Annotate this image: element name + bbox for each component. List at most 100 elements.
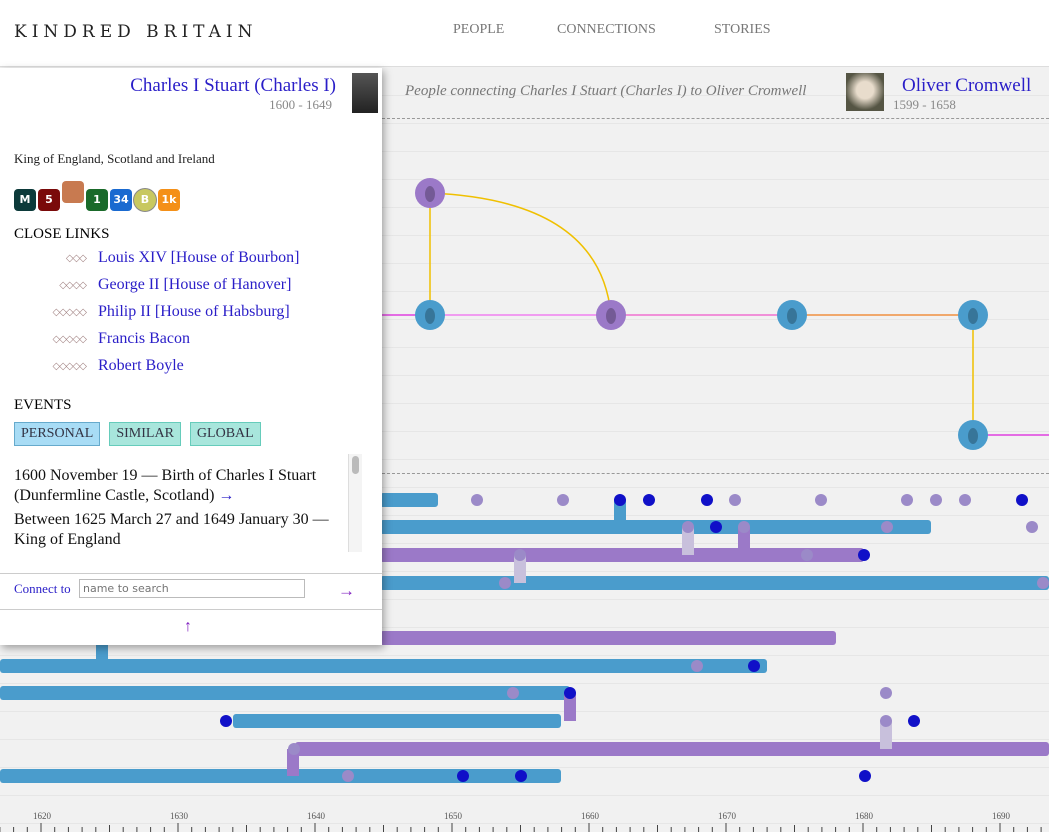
event-dot	[614, 494, 626, 506]
event-dot	[748, 660, 760, 672]
person-panel: Charles I Stuart (Charles I) 1600 - 1649…	[0, 68, 382, 645]
degree-icon: ◇◇◇◇◇	[52, 307, 87, 318]
nav-people[interactable]: PEOPLE	[453, 22, 505, 37]
person-node	[777, 300, 807, 330]
axis-label: 1660	[581, 811, 600, 821]
event-dot	[564, 687, 576, 699]
axis-label: 1690	[992, 811, 1011, 821]
event-dot	[881, 521, 893, 533]
event-dot	[471, 494, 483, 506]
path-caption: People connecting Charles I Stuart (Char…	[405, 83, 807, 99]
person-silhouette-icon	[425, 186, 435, 202]
degree-icon: ◇◇◇◇	[59, 280, 87, 291]
axis-label: 1670	[718, 811, 737, 821]
badge-5[interactable]: B	[134, 189, 156, 211]
event-item: 1600 November 19 — Birth of Charles I St…	[14, 466, 334, 506]
tab-global[interactable]: GLOBAL	[189, 422, 261, 446]
connect-go-button[interactable]: →	[338, 581, 355, 600]
event-dot	[1037, 577, 1049, 589]
lifespan-bar	[380, 520, 931, 534]
event-text: 1600 November 19 — Birth of Charles I St…	[14, 467, 317, 504]
axis-label: 1630	[170, 811, 189, 821]
logo[interactable]: KINDRED BRITAIN	[14, 22, 258, 42]
close-link-name[interactable]: Philip II [House of Habsburg]	[98, 303, 290, 320]
connector	[514, 555, 526, 583]
event-dot	[858, 549, 870, 561]
badge-3[interactable]: 1	[86, 189, 108, 211]
lifespan-bar	[0, 769, 561, 783]
to-person-name[interactable]: Oliver Cromwell	[902, 75, 1032, 96]
badge-0[interactable]: M	[14, 189, 36, 211]
axis-label: 1680	[855, 811, 874, 821]
event-dot	[901, 494, 913, 506]
close-link-name[interactable]: Louis XIV [House of Bourbon]	[98, 249, 300, 266]
event-dot	[959, 494, 971, 506]
event-dot	[499, 577, 511, 589]
person-node	[596, 300, 626, 330]
event-dot	[682, 521, 694, 533]
event-dot	[220, 715, 232, 727]
event-dot	[557, 494, 569, 506]
event-dot	[815, 494, 827, 506]
person-description: King of England, Scotland and Ireland	[14, 151, 215, 166]
person-silhouette-icon	[968, 308, 978, 324]
close-link-name[interactable]: George II [House of Hanover]	[98, 276, 292, 293]
badge-1[interactable]: 5	[38, 189, 60, 211]
connector	[738, 527, 750, 555]
event-dot	[859, 770, 871, 782]
time-axis: 1620 1630 1640 1650 1660 1670 1680 1690	[0, 811, 1042, 832]
badge-6[interactable]: 1k	[158, 189, 180, 211]
from-person-name[interactable]: Charles I Stuart (Charles I)	[130, 75, 336, 96]
degree-icon: ◇◇◇◇◇	[52, 334, 87, 345]
nav-connections[interactable]: CONNECTIONS	[557, 22, 656, 37]
event-dot	[515, 770, 527, 782]
event-item: Between 1625 March 27 and 1649 January 3…	[14, 511, 329, 548]
connect-search-input[interactable]	[79, 579, 305, 598]
to-person-photo[interactable]	[846, 73, 884, 111]
tab-personal[interactable]: PERSONAL	[14, 422, 101, 446]
event-link-arrow[interactable]: →	[218, 487, 235, 504]
badge-4[interactable]: 34	[110, 189, 132, 211]
close-link-name[interactable]: Francis Bacon	[98, 330, 190, 347]
event-dot	[908, 715, 920, 727]
connector	[564, 693, 576, 721]
person-silhouette-icon	[425, 308, 435, 324]
close-links-heading: CLOSE LINKS	[14, 226, 110, 242]
event-dot	[880, 687, 892, 699]
event-dot	[507, 687, 519, 699]
person-node	[958, 420, 988, 450]
event-dot	[691, 660, 703, 672]
badge-2[interactable]	[62, 181, 84, 203]
axis-label: 1620	[33, 811, 52, 821]
event-dot	[643, 494, 655, 506]
events-scrollbar[interactable]	[348, 454, 362, 552]
event-dot	[514, 549, 526, 561]
badges: M 5 1 34 B 1k	[14, 181, 182, 211]
lifespan-bar	[380, 548, 864, 562]
connector	[614, 500, 626, 527]
divider	[382, 118, 1049, 119]
lifespan-bar	[233, 714, 561, 728]
connect-label: Connect to	[14, 581, 71, 596]
events-list: 1600 November 19 — Birth of Charles I St…	[14, 466, 334, 550]
person-node	[415, 300, 445, 330]
connector	[880, 721, 892, 749]
event-dot	[342, 770, 354, 782]
collapse-panel-button[interactable]: ↑	[184, 618, 192, 635]
lifespan-bar	[380, 576, 1049, 590]
connection-graph	[0, 178, 1049, 783]
axis-label: 1640	[307, 811, 326, 821]
events-heading: EVENTS	[14, 397, 72, 413]
event-dot	[1016, 494, 1028, 506]
lifespan-bar	[380, 493, 438, 507]
person-node	[415, 178, 445, 208]
close-link-name[interactable]: Robert Boyle	[98, 357, 184, 374]
from-person-photo[interactable]	[352, 73, 378, 113]
relation-line	[429, 192, 612, 316]
degree-icon: ◇◇◇◇◇	[52, 361, 87, 372]
nav-stories[interactable]: STORIES	[714, 22, 771, 37]
tab-similar[interactable]: SIMILAR	[109, 422, 181, 446]
lifespan-bar	[295, 742, 1049, 756]
from-person-dates: 1600 - 1649	[269, 97, 332, 112]
event-dot	[729, 494, 741, 506]
